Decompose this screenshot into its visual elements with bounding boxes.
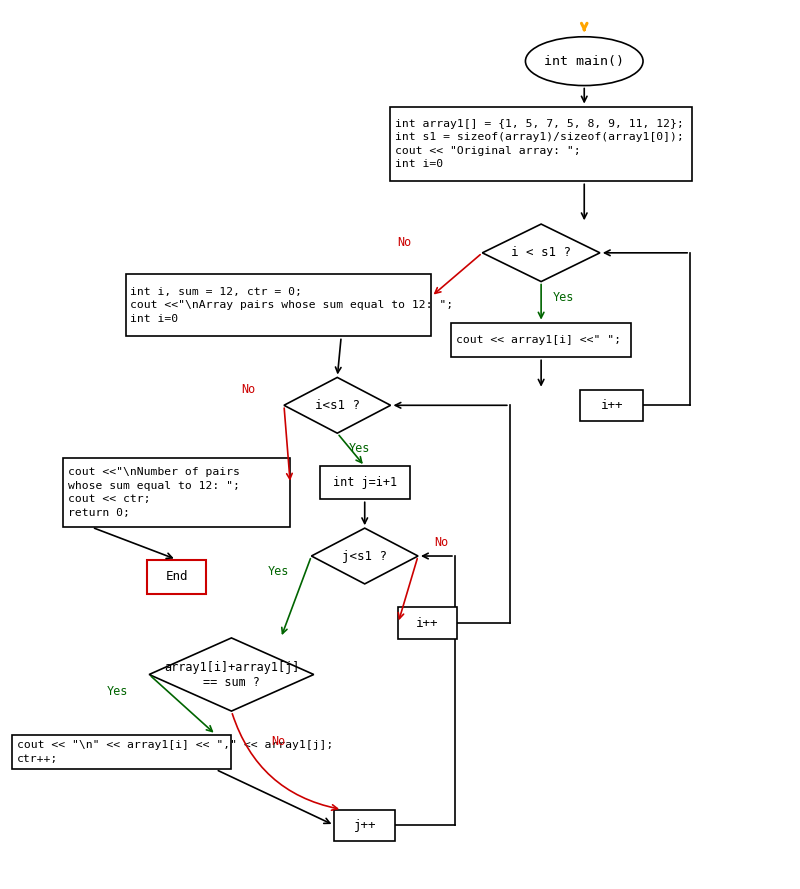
- Text: Yes: Yes: [107, 685, 129, 699]
- Text: j<s1 ?: j<s1 ?: [342, 549, 387, 563]
- Bar: [63, 458, 290, 527]
- Text: i<s1 ?: i<s1 ?: [314, 399, 360, 412]
- Bar: [580, 389, 643, 421]
- Text: int main(): int main(): [544, 54, 624, 68]
- Text: Yes: Yes: [552, 291, 574, 304]
- Polygon shape: [284, 378, 390, 433]
- Bar: [390, 107, 692, 181]
- Text: End: End: [166, 571, 188, 583]
- Polygon shape: [482, 224, 600, 282]
- Ellipse shape: [526, 36, 643, 85]
- Text: i < s1 ?: i < s1 ?: [511, 246, 571, 260]
- Bar: [126, 274, 431, 336]
- Bar: [12, 734, 231, 770]
- Polygon shape: [311, 528, 418, 584]
- Text: Yes: Yes: [349, 443, 370, 455]
- Text: array1[i]+array1[j]
== sum ?: array1[i]+array1[j] == sum ?: [164, 661, 299, 688]
- Polygon shape: [149, 638, 314, 711]
- Text: int i, sum = 12, ctr = 0;
cout <<"\nArray pairs whose sum equal to 12: ";
int i=: int i, sum = 12, ctr = 0; cout <<"\nArra…: [130, 286, 454, 324]
- Text: cout << "\n" << array1[i] << "," << array1[j];
ctr++;: cout << "\n" << array1[i] << "," << arra…: [17, 741, 333, 764]
- Text: i++: i++: [416, 617, 438, 629]
- Text: No: No: [434, 536, 449, 549]
- Text: cout << array1[i] <<" ";: cout << array1[i] <<" ";: [456, 335, 621, 345]
- Text: int j=i+1: int j=i+1: [333, 477, 397, 489]
- Text: Yes: Yes: [268, 565, 289, 578]
- Text: j++: j++: [354, 819, 376, 832]
- Bar: [320, 466, 410, 500]
- Bar: [398, 607, 457, 639]
- Text: No: No: [397, 236, 411, 249]
- Text: cout <<"\nNumber of pairs
whose sum equal to 12: ";
cout << ctr;
return 0;: cout <<"\nNumber of pairs whose sum equa…: [67, 467, 239, 517]
- Text: No: No: [271, 735, 286, 748]
- Text: int array1[] = {1, 5, 7, 5, 8, 9, 11, 12};
int s1 = sizeof(array1)/sizeof(array1: int array1[] = {1, 5, 7, 5, 8, 9, 11, 12…: [395, 118, 684, 169]
- Bar: [147, 559, 206, 595]
- Text: No: No: [242, 383, 256, 396]
- Bar: [451, 323, 631, 357]
- Bar: [334, 810, 395, 841]
- Text: i++: i++: [601, 399, 623, 412]
